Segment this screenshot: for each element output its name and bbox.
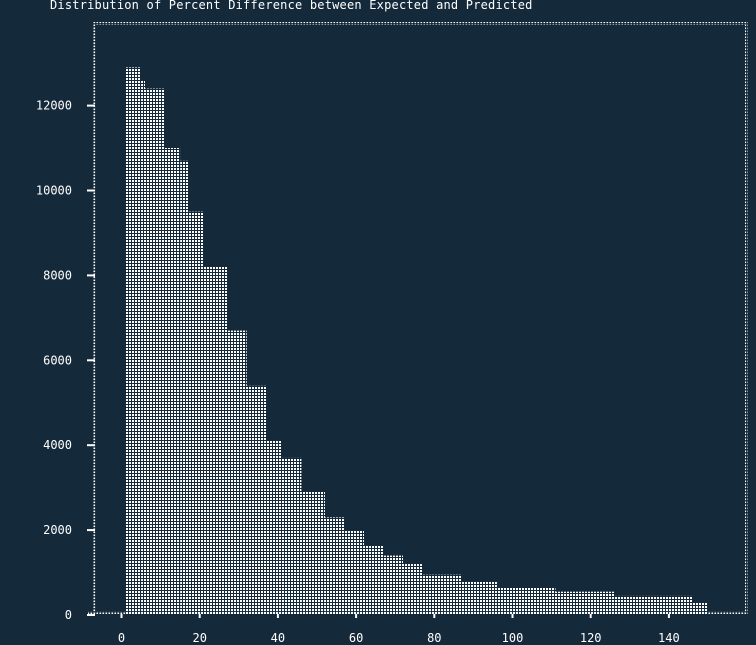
- y-tick-label: 6000: [43, 353, 72, 367]
- x-tick-label: 80: [427, 631, 441, 645]
- x-axis-ticks: 0 20 40 60 80 100 120 140: [118, 614, 680, 645]
- y-tick-mark: [87, 529, 95, 532]
- histogram-bar: [281, 457, 302, 615]
- histogram-bar: [496, 587, 556, 615]
- y-tick-mark: [87, 444, 95, 447]
- histogram-bar: [461, 581, 497, 615]
- histogram-bar: [324, 517, 345, 615]
- histogram-bar: [363, 545, 384, 615]
- histogram-bar: [141, 80, 145, 616]
- histogram-bar: [266, 441, 282, 615]
- x-tick-label: 140: [658, 631, 680, 645]
- histogram-bar: [125, 67, 141, 615]
- y-tick-mark: [87, 614, 95, 616]
- chart-title: Distribution of Percent Difference betwe…: [50, 0, 533, 12]
- x-tick-label: 20: [192, 631, 206, 645]
- y-tick-mark: [87, 274, 95, 277]
- y-tick-label: 12000: [36, 99, 72, 113]
- y-tick-label: 0: [65, 608, 72, 622]
- x-tick-mark: [511, 614, 514, 618]
- histogram-bar: [692, 602, 708, 615]
- bars: [125, 67, 708, 616]
- y-tick-label: 8000: [43, 268, 72, 282]
- histogram-bar: [180, 160, 188, 616]
- histogram-bar: [188, 211, 204, 615]
- histogram-bar: [203, 266, 228, 615]
- x-tick-label: 40: [271, 631, 285, 645]
- y-tick-label: 2000: [43, 523, 72, 537]
- histogram-bar: [383, 555, 403, 615]
- histogram-bar: [301, 491, 325, 615]
- x-tick-mark: [433, 614, 436, 618]
- x-tick-label: 120: [580, 631, 602, 645]
- histogram-bar: [227, 330, 247, 615]
- x-tick-label: 0: [118, 631, 125, 645]
- y-tick-label: 10000: [36, 184, 72, 198]
- histogram-bar: [403, 564, 423, 615]
- histogram-bar: [614, 595, 693, 615]
- histogram-bar: [145, 88, 165, 616]
- y-tick-label: 4000: [43, 438, 72, 452]
- frame-right: [745, 22, 748, 614]
- histogram-bar: [555, 591, 615, 615]
- x-tick-mark: [198, 614, 201, 618]
- y-tick-mark: [87, 359, 95, 362]
- x-tick-mark: [355, 614, 358, 618]
- x-tick-label: 100: [502, 631, 524, 645]
- y-tick-mark: [87, 189, 95, 192]
- x-tick-mark: [589, 614, 592, 618]
- histogram-bar: [422, 574, 462, 615]
- x-tick-label: 60: [349, 631, 363, 645]
- y-tick-mark: [87, 104, 95, 107]
- y-axis-ticks: 0 2000 4000 6000 8000 10000 12000: [36, 99, 95, 622]
- x-tick-mark: [276, 614, 279, 618]
- histogram-bar: [246, 385, 267, 615]
- histogram-bar: [344, 530, 364, 615]
- histogram-bar: [164, 148, 181, 615]
- frame-left: [93, 22, 96, 614]
- x-tick-mark: [120, 614, 123, 618]
- x-tick-mark: [667, 614, 670, 618]
- frame-top: [93, 22, 748, 25]
